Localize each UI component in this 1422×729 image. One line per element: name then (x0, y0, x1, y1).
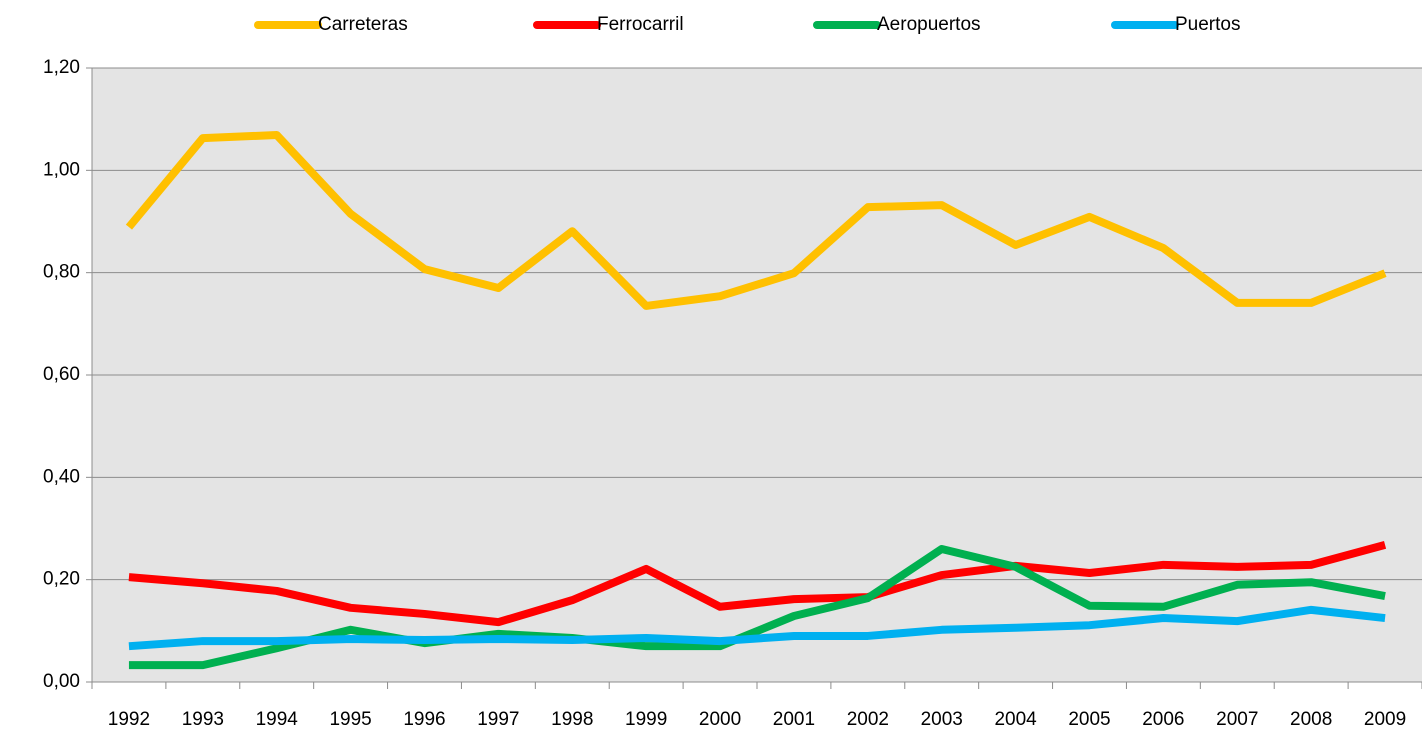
y-tick-label: 0,80 (43, 262, 80, 283)
y-tick-label: 0,00 (43, 671, 80, 692)
x-tick-label: 1994 (256, 709, 299, 729)
legend-label: Puertos (1175, 14, 1240, 35)
legend-label: Carreteras (318, 14, 408, 35)
x-tick-label: 1995 (329, 709, 371, 729)
x-tick-label: 1999 (625, 709, 667, 729)
x-tick-label: 1998 (551, 709, 593, 729)
y-tick-label: 0,40 (43, 466, 80, 487)
y-tick-label: 1,00 (43, 159, 80, 180)
x-tick-label: 2006 (1142, 709, 1184, 729)
x-tick-label: 2001 (773, 709, 815, 729)
legend-label: Ferrocarril (597, 14, 684, 35)
y-tick-label: 0,60 (43, 364, 80, 385)
x-tick-label: 2009 (1364, 709, 1406, 729)
x-tick-label: 1992 (108, 709, 150, 729)
series-line (128, 605, 1386, 651)
x-tick-label: 2008 (1290, 709, 1332, 729)
x-tick-label: 1997 (477, 709, 519, 729)
x-tick-label: 1996 (403, 709, 445, 729)
x-tick-label: 2007 (1216, 709, 1258, 729)
x-tick-label: 2000 (699, 709, 741, 729)
x-tick-label: 2002 (847, 709, 889, 729)
x-tick-label: 2003 (921, 709, 963, 729)
x-tick-label: 2005 (1068, 709, 1110, 729)
series-line (128, 544, 1386, 670)
x-tick-label: 2004 (994, 709, 1037, 729)
y-tick-label: 1,20 (43, 57, 80, 78)
x-tick-label: 1993 (182, 709, 224, 729)
legend-label: Aeropuertos (877, 14, 981, 35)
series-line (125, 131, 1387, 310)
series-line (128, 541, 1387, 627)
y-tick-label: 0,20 (43, 569, 80, 590)
